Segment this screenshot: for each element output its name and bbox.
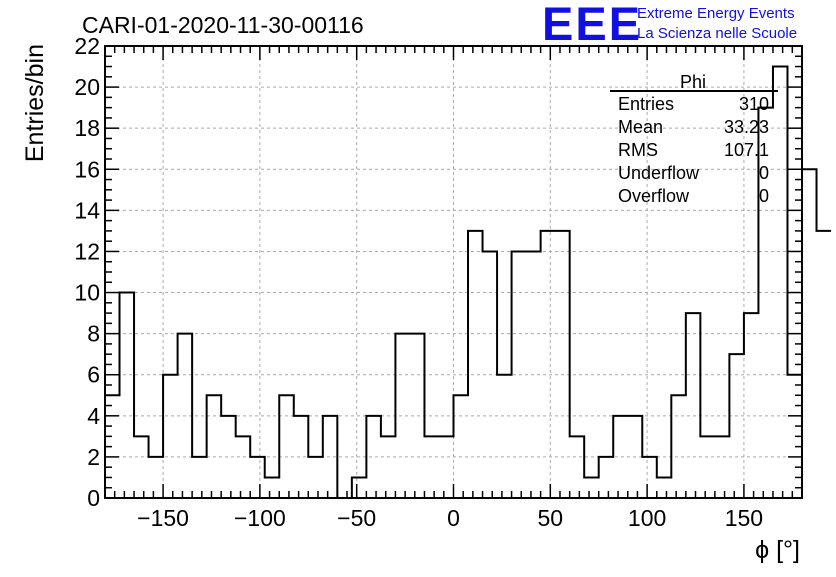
x-axis-label: ϕ [°] — [755, 536, 800, 564]
y-tick-label: 6 — [87, 362, 100, 388]
x-tick-labels: −150 −100 −50 0 50 100 150 — [137, 505, 763, 531]
x-tick-label: 0 — [447, 505, 460, 531]
stats-label: Overflow — [618, 186, 690, 206]
y-tick-label: 18 — [74, 115, 100, 141]
stats-label: Underflow — [618, 163, 700, 183]
stats-label: RMS — [618, 140, 658, 160]
stats-label: Mean — [618, 117, 663, 137]
y-tick-label: 16 — [74, 156, 100, 182]
y-tick-label: 2 — [87, 444, 100, 470]
stats-value: 0 — [759, 186, 769, 206]
chart-title: CARI-01-2020-11-30-00116 — [82, 12, 364, 38]
x-tick-label: 100 — [628, 505, 666, 531]
x-tick-label: 150 — [725, 505, 763, 531]
stats-value: 107.1 — [724, 140, 769, 160]
x-tick-label: −150 — [137, 505, 189, 531]
y-axis-label: Entries/bin — [21, 44, 49, 162]
plot-frame — [104, 45, 803, 499]
stats-value: 310 — [739, 94, 769, 114]
x-tick-label: −100 — [234, 505, 286, 531]
y-tick-label: 8 — [87, 321, 100, 347]
histogram-series-line — [105, 65, 832, 499]
y-tick-label: 0 — [87, 485, 100, 511]
y-tick-labels: 0 2 4 6 8 10 12 14 16 18 20 22 — [74, 33, 100, 511]
stats-box: Phi Entries 310 Mean 33.23 RMS 107.1 Underflow 0… — [610, 72, 778, 206]
x-tick-label: −50 — [337, 505, 376, 531]
stats-value: 33.23 — [724, 117, 769, 137]
x-tick-label: 50 — [538, 505, 564, 531]
y-tick-label: 10 — [74, 280, 100, 306]
stats-label: Entries — [618, 94, 674, 114]
y-tick-label: 20 — [74, 74, 100, 100]
axis-ticks — [105, 46, 802, 498]
logo-line-1: Extreme Energy Events — [637, 5, 795, 22]
stats-value: 0 — [759, 163, 769, 183]
eee-logo: EEE — [542, 0, 642, 50]
logo-line-2: La Scienza nelle Scuole — [637, 25, 797, 42]
stats-box-title: Phi — [680, 72, 706, 92]
y-tick-label: 4 — [87, 403, 100, 429]
y-tick-label: 12 — [74, 238, 100, 264]
y-tick-label: 14 — [74, 197, 100, 223]
y-tick-label: 22 — [74, 33, 100, 59]
